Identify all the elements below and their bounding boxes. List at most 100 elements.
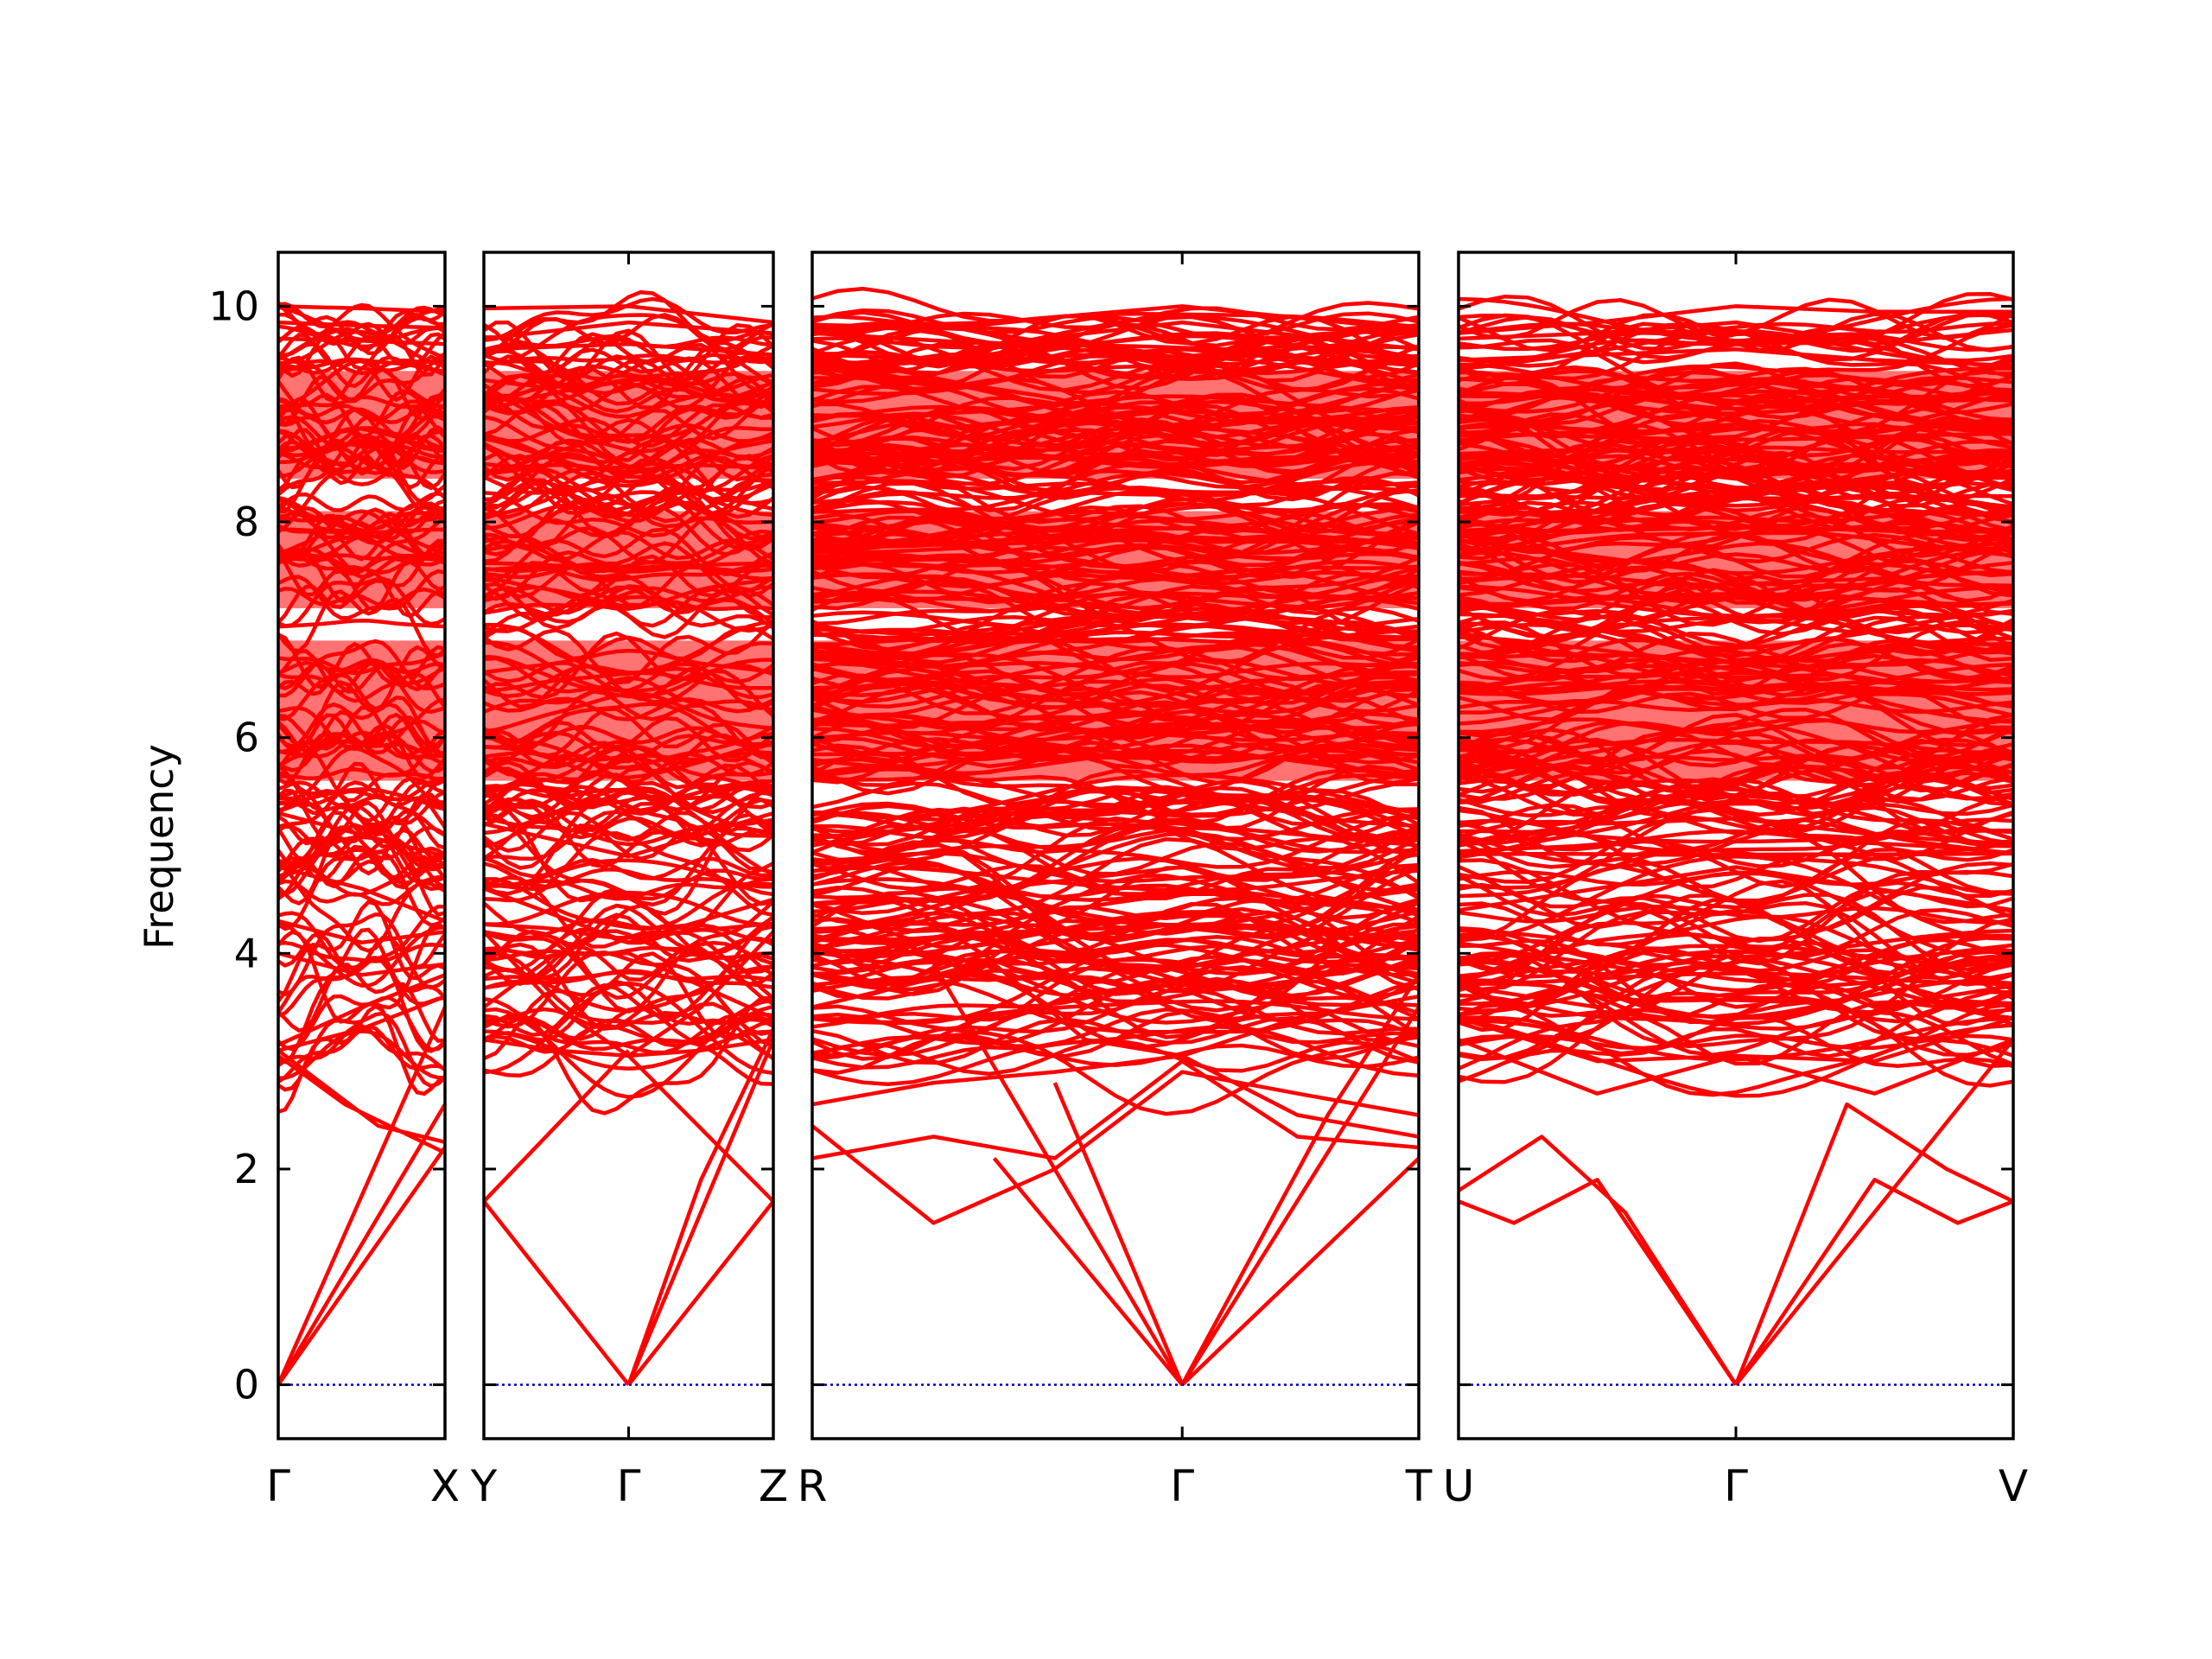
band-line [484, 787, 773, 836]
band-line [1459, 879, 2013, 1004]
k-label: Γ [266, 1461, 290, 1511]
band-series [812, 347, 1419, 368]
band-line [1459, 944, 2013, 1014]
band-line [278, 777, 445, 809]
band-line [1459, 993, 2013, 1031]
band-series [484, 1200, 631, 1386]
band-series [812, 1053, 1419, 1139]
band-block [812, 371, 1419, 480]
band-series [992, 1157, 1184, 1387]
band-line [1459, 798, 2013, 860]
band-line [484, 951, 773, 1061]
band-line [1459, 928, 2013, 959]
panel-u-gamma-v-dense-bands [1459, 291, 2013, 1098]
band-series [812, 865, 1419, 944]
band-line [278, 855, 445, 897]
band-line [484, 788, 773, 869]
band-block [1459, 371, 2013, 480]
band-series [812, 1058, 1419, 1160]
band-line [812, 1007, 1419, 1061]
band-series [812, 962, 1419, 1058]
band-series [484, 887, 773, 945]
band-line [812, 826, 1419, 864]
band-line [1459, 815, 2013, 894]
band-line [812, 910, 1419, 959]
band-block [484, 511, 773, 608]
band-block [484, 371, 773, 480]
band-line [484, 810, 773, 853]
panel-y-gamma-z-dense-bands [484, 289, 773, 1116]
band-line [1459, 991, 2013, 1088]
band-series [278, 336, 445, 346]
band-series [278, 1103, 445, 1386]
band-line [812, 779, 1419, 854]
band-line [278, 927, 445, 1014]
band-line [484, 918, 773, 943]
band-line [812, 315, 1419, 356]
k-label: Γ [1170, 1461, 1194, 1511]
band-line [278, 789, 445, 811]
band-line [812, 919, 1419, 972]
band-series [484, 341, 773, 357]
panel-r-gamma-t-dense-bands [812, 286, 1419, 1116]
band-line [484, 921, 773, 940]
band-line [1459, 978, 2013, 1005]
band-series [484, 951, 773, 1020]
band-line [1459, 1001, 2013, 1097]
band-line [1459, 864, 2013, 944]
band-series [1459, 1135, 1738, 1386]
band-line [812, 781, 1419, 812]
band-line [812, 898, 1419, 1024]
band-series [278, 973, 445, 1047]
band-line [484, 979, 773, 1061]
band-series [626, 1039, 773, 1386]
band-line [1459, 898, 2013, 1001]
dense-band-layer [278, 286, 2013, 1116]
band-line [1459, 900, 2013, 992]
band-series [278, 320, 445, 330]
band-line [278, 302, 445, 356]
band-series [1459, 347, 2013, 368]
band-line [278, 859, 445, 886]
band-series [1459, 304, 2013, 335]
band-series [278, 1006, 445, 1386]
band-series [278, 995, 445, 1052]
band-line [484, 1023, 773, 1086]
band-series [1734, 1038, 2013, 1387]
band-series [1459, 865, 2013, 912]
panel-gamma-x-dense-bands [278, 301, 445, 1114]
band-block [812, 511, 1419, 608]
panel-frames [276, 251, 2015, 1440]
band-line [484, 890, 773, 927]
band-line [1459, 792, 2013, 849]
band-line [484, 964, 773, 1014]
band-block [278, 371, 445, 480]
band-series [278, 1146, 445, 1386]
band-line [278, 824, 445, 861]
band-series [1734, 1178, 2013, 1386]
band-series [1459, 1178, 1738, 1386]
y-tick-label: 4 [234, 930, 259, 976]
k-label: Z [759, 1461, 788, 1511]
k-label: X [430, 1461, 460, 1511]
band-series [1180, 974, 1419, 1386]
band-line [812, 801, 1419, 842]
band-line [1459, 851, 2013, 857]
band-line [812, 874, 1419, 935]
band-series [484, 304, 773, 325]
band-line [812, 892, 1419, 945]
band-line [812, 910, 1419, 987]
band-line [278, 1023, 445, 1072]
k-label: Γ [617, 1461, 641, 1511]
band-block [1459, 511, 2013, 608]
band-line [278, 329, 445, 367]
y-tick-label: 0 [234, 1362, 259, 1408]
y-axis-title: Frequency [136, 744, 182, 950]
band-block [1459, 640, 2013, 781]
band-line [812, 913, 1419, 992]
band-block [484, 640, 773, 781]
band-line [812, 785, 1419, 841]
k-label: Γ [1724, 1461, 1748, 1511]
y-tick-label: 10 [208, 283, 259, 329]
